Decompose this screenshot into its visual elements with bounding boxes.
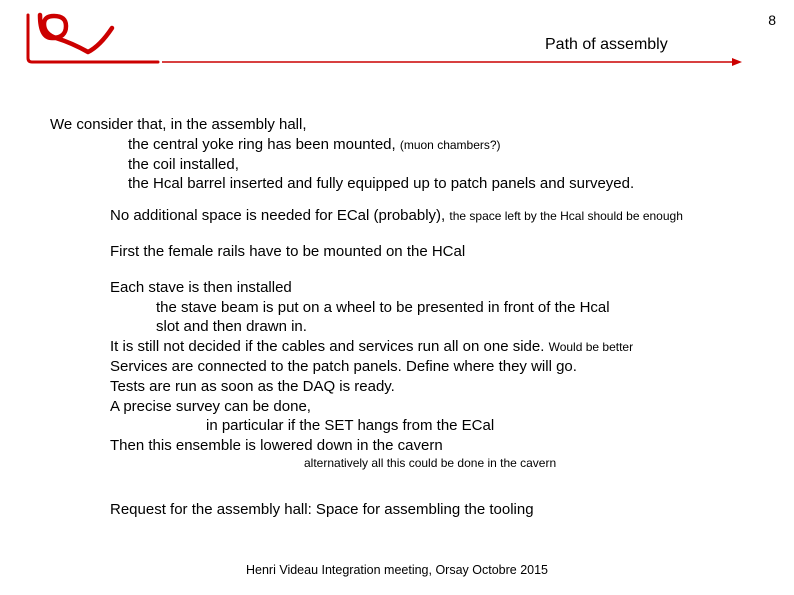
logo xyxy=(10,10,160,75)
text-line: the stave beam is put on a wheel to be p… xyxy=(50,298,790,318)
text-line: slot and then drawn in. xyxy=(50,317,790,337)
text-small: (muon chambers?) xyxy=(400,138,501,152)
para-2: No additional space is needed for ECal (… xyxy=(50,206,790,226)
text-line: Each stave is then installed xyxy=(50,278,790,298)
header-rule xyxy=(162,58,742,68)
para-5: Request for the assembly hall: Space for… xyxy=(50,500,790,520)
text-line: the central yoke ring has been mounted, … xyxy=(50,135,790,155)
page-number: 8 xyxy=(768,12,776,28)
text: No additional space is needed for ECal (… xyxy=(110,207,449,224)
text-line: A precise survey can be done, xyxy=(50,397,790,417)
para-4: Each stave is then installed the stave b… xyxy=(50,278,790,472)
text-line: Tests are run as soon as the DAQ is read… xyxy=(50,377,790,397)
text-small: Would be better xyxy=(549,340,634,354)
text-line: Then this ensemble is lowered down in th… xyxy=(50,436,790,456)
text-line: We consider that, in the assembly hall, xyxy=(50,115,790,135)
text-line: It is still not decided if the cables an… xyxy=(50,337,790,357)
text-line: in particular if the SET hangs from the … xyxy=(50,416,790,436)
text-small: the space left by the Hcal should be eno… xyxy=(449,209,683,223)
slide-body: We consider that, in the assembly hall, … xyxy=(50,115,790,520)
text-line: the Hcal barrel inserted and fully equip… xyxy=(50,174,790,194)
footer: Henri Videau Integration meeting, Orsay … xyxy=(0,563,794,577)
para-1: We consider that, in the assembly hall, … xyxy=(50,115,790,194)
text-line: the coil installed, xyxy=(50,155,790,175)
para-3: First the female rails have to be mounte… xyxy=(50,242,790,262)
text: It is still not decided if the cables an… xyxy=(110,338,549,355)
text: the central yoke ring has been mounted, xyxy=(128,136,400,153)
slide-title: Path of assembly xyxy=(545,36,668,54)
text-line: Services are connected to the patch pane… xyxy=(50,357,790,377)
text-line: alternatively all this could be done in … xyxy=(50,456,790,472)
